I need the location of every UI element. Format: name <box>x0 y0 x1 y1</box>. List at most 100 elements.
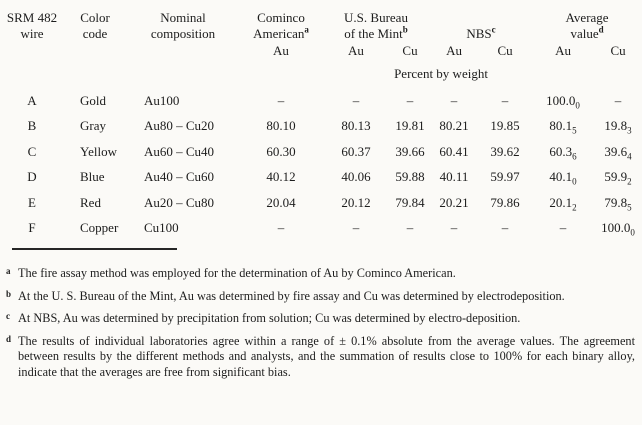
header-line: Nominal <box>160 10 206 25</box>
subcol-nbs-au: Au <box>446 43 462 58</box>
header-group-row: SRM 482 wire Color code Nominal composit… <box>0 4 642 42</box>
value-main: – <box>501 92 509 108</box>
cell-value: 80.13 <box>322 114 390 140</box>
value-main: 20.12 <box>341 194 371 210</box>
cell-value: 80.10 <box>240 114 322 140</box>
cell-value: – <box>322 88 390 114</box>
header-line: NBSc <box>466 24 496 41</box>
cell-value: – <box>240 88 322 114</box>
cell-value: 60.41 <box>430 139 478 165</box>
footnote-label-b: b <box>6 288 12 299</box>
header-line: valued <box>570 24 604 41</box>
cell-nominal-composition: Au20 – Cu80 <box>144 194 215 210</box>
cell-value: 19.83 <box>594 114 642 140</box>
table-row: C Yellow Au60 – Cu40 60.30 60.37 39.66 60.41 39… <box>0 139 642 165</box>
footnote-label-a: a <box>6 266 11 276</box>
footnote-text: The fire assay method was employed for t… <box>18 266 456 280</box>
cell-color-code: Blue <box>80 169 105 185</box>
footnote-text: At NBS, Au was determined by precipitati… <box>18 311 521 326</box>
value-main: 19.81 <box>395 118 425 134</box>
table-row: D Blue Au40 – Cu60 40.12 40.06 59.88 40.11 59.9… <box>0 165 642 191</box>
value-main: – <box>406 220 414 236</box>
footnote-text: The results of individual laboratories a… <box>18 333 635 379</box>
cell-value: 79.85 <box>594 190 642 216</box>
value-subscript-digit: 5 <box>627 202 632 213</box>
footnote-marker-b: b <box>402 24 408 35</box>
header-line: U.S. Bureau <box>344 10 408 25</box>
cell-value: 20.21 <box>430 190 478 216</box>
cell-wire-id: C <box>27 143 37 159</box>
value-main: 20.1 <box>549 194 573 210</box>
value-main: 79.84 <box>395 194 425 210</box>
value-main: – <box>614 92 622 108</box>
cell-nominal-composition: Au60 – Cu40 <box>144 143 215 159</box>
value-main: 79.8 <box>604 194 628 210</box>
value-main: – <box>450 220 458 236</box>
value-main: 19.8 <box>604 118 628 134</box>
cell-value: 79.86 <box>478 190 532 216</box>
cell-value: 59.92 <box>594 165 642 191</box>
value-main: 39.66 <box>395 143 425 159</box>
value-subscript-digit: 3 <box>627 125 632 136</box>
value-main: 39.6 <box>604 143 628 159</box>
cell-wire-id: D <box>27 169 37 185</box>
value-main: 80.13 <box>341 118 371 134</box>
cell-color-code: Copper <box>80 220 119 236</box>
cell-color-code: Gold <box>80 92 106 108</box>
value-main: 59.9 <box>604 169 628 185</box>
footnote-d: d The results of individual laboratories… <box>5 334 635 381</box>
cell-value: – <box>430 88 478 114</box>
cell-value: 19.85 <box>478 114 532 140</box>
cell-wire-id: A <box>27 92 37 108</box>
cell-value: 80.21 <box>430 114 478 140</box>
cell-nominal-composition: Au100 <box>144 92 180 108</box>
cell-value: 60.30 <box>240 139 322 165</box>
header-line: wire <box>20 26 44 41</box>
cell-value: 100.00 <box>594 216 642 242</box>
footnote-text: At the U. S. Bureau of the Mint, Au was … <box>18 288 565 303</box>
cell-color-code: Red <box>80 194 101 210</box>
header-line: of the Mintb <box>344 24 408 41</box>
header-line: code <box>82 26 108 41</box>
value-main: 40.1 <box>549 169 573 185</box>
cell-value: 59.88 <box>390 165 430 191</box>
col-header-cominco-american: Cominco Americana <box>240 4 322 42</box>
header-line: composition <box>150 26 216 41</box>
subcol-avg-cu: Cu <box>610 43 626 58</box>
value-main: 60.37 <box>341 143 371 159</box>
cell-value: 60.37 <box>322 139 390 165</box>
footnotes: a The fire assay method was employed for… <box>5 266 635 381</box>
cell-value: 79.84 <box>390 190 430 216</box>
value-main: – <box>352 220 360 236</box>
col-header-color-code: Color code <box>64 4 126 42</box>
cell-value: 20.12 <box>532 190 594 216</box>
footnote-marker-a: a <box>304 24 309 35</box>
value-main: – <box>277 220 285 236</box>
col-header-average-value: Average valued <box>532 4 642 42</box>
cell-nominal-composition: Au40 – Cu60 <box>144 169 215 185</box>
value-main: – <box>450 92 458 108</box>
cell-value: 60.36 <box>532 139 594 165</box>
cell-value: – <box>478 216 532 242</box>
value-main: 59.97 <box>490 169 520 185</box>
footnote-a: a The fire assay method was employed for… <box>5 266 635 282</box>
subcol-mint-au: Au <box>348 43 364 58</box>
value-main: 40.12 <box>266 169 296 185</box>
value-main: 80.21 <box>439 118 469 134</box>
cell-value: 80.15 <box>532 114 594 140</box>
cell-nominal-composition: Au80 – Cu20 <box>144 118 215 134</box>
footnote-marker-c: c <box>491 24 496 35</box>
value-main: 59.88 <box>395 169 425 185</box>
subcol-avg-au: Au <box>555 43 571 58</box>
footnote-marker-d: d <box>598 24 604 35</box>
cell-value: – <box>532 216 594 242</box>
value-main: – <box>559 220 567 236</box>
footnote-c: c At NBS, Au was determined by precipita… <box>5 311 635 327</box>
value-main: 60.30 <box>266 143 296 159</box>
value-main: 19.85 <box>490 118 520 134</box>
subcol-nbs-cu: Cu <box>497 43 513 58</box>
table-row: B Gray Au80 – Cu20 80.10 80.13 19.81 80.21 19.8… <box>0 114 642 140</box>
value-main: 79.86 <box>490 194 520 210</box>
cell-value: 40.10 <box>532 165 594 191</box>
